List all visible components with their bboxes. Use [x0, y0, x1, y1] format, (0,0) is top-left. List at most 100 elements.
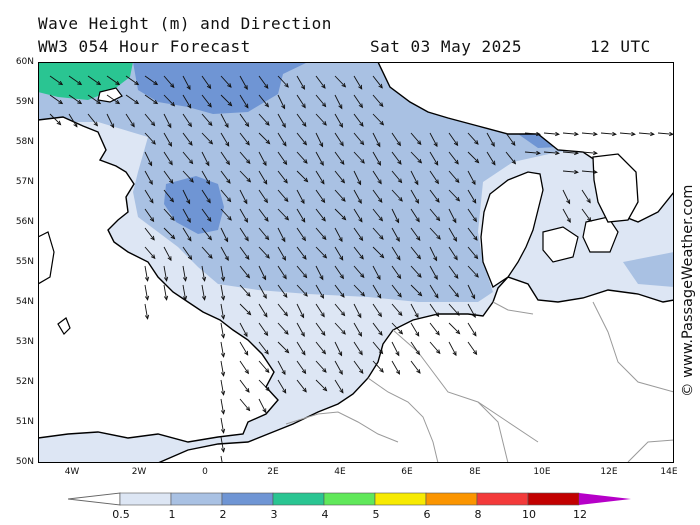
direction-arrow — [467, 189, 477, 204]
direction-arrowhead — [167, 256, 172, 262]
land-continent — [157, 276, 674, 463]
direction-arrow — [334, 94, 343, 109]
direction-arrow — [277, 170, 288, 184]
direction-arrow — [562, 151, 578, 154]
direction-arrow — [277, 246, 286, 261]
direction-arrowhead — [379, 367, 384, 373]
direction-arrowhead — [205, 179, 211, 185]
direction-arrow — [144, 170, 153, 185]
direction-arrowhead — [149, 198, 154, 204]
legend-label-1: 1 — [168, 508, 176, 521]
direction-arrowhead — [339, 388, 344, 394]
direction-arrow — [220, 417, 225, 433]
direction-arrow — [410, 360, 421, 374]
direction-arrowhead — [378, 331, 383, 336]
direction-arrow — [87, 75, 101, 85]
direction-arrowhead — [264, 102, 270, 108]
direction-arrow — [296, 132, 307, 145]
direction-arrowhead — [357, 180, 362, 186]
direction-arrow — [258, 208, 269, 222]
direction-arrow — [220, 322, 225, 338]
direction-arrowhead — [220, 314, 226, 320]
direction-arrow — [163, 151, 173, 165]
direction-arrow — [391, 303, 403, 316]
direction-arrow — [410, 322, 420, 337]
direction-arrow — [353, 151, 365, 164]
direction-arrowhead — [77, 80, 83, 86]
direction-arrow — [562, 208, 571, 223]
direction-arrow — [201, 265, 206, 281]
direction-arrow — [334, 322, 346, 335]
direction-arrowhead — [201, 276, 207, 282]
direction-arrow — [334, 303, 345, 316]
direction-arrow — [448, 322, 460, 334]
direction-arrowhead — [244, 236, 249, 242]
direction-arrowhead — [320, 312, 325, 318]
direction-arrow — [505, 151, 516, 164]
direction-arrow — [220, 94, 232, 106]
direction-arrowhead — [170, 101, 176, 107]
lon-label-0: 0 — [202, 467, 208, 477]
direction-arrowhead — [433, 256, 438, 262]
direction-arrowhead — [471, 313, 476, 319]
direction-arrow — [315, 189, 325, 203]
direction-arrowhead — [416, 236, 421, 241]
direction-arrow — [182, 227, 192, 241]
direction-arrowhead — [189, 177, 194, 183]
direction-arrowhead — [472, 350, 478, 356]
lat-label-55n: 55N — [15, 257, 34, 267]
direction-arrow — [524, 151, 540, 154]
direction-arrowhead — [283, 311, 289, 317]
direction-arrow — [296, 94, 306, 108]
direction-arrow — [258, 398, 267, 413]
direction-arrow — [239, 75, 248, 90]
direction-arrow — [296, 75, 305, 90]
direction-arrow — [467, 170, 476, 185]
direction-arrowhead — [433, 275, 438, 281]
direction-arrow — [391, 151, 402, 165]
direction-arrowhead — [301, 236, 306, 242]
direction-arrow — [277, 284, 288, 298]
direction-arrowhead — [163, 295, 169, 301]
direction-arrowhead — [225, 160, 230, 166]
direction-arrowhead — [281, 255, 287, 261]
direction-arrow — [144, 227, 155, 241]
direction-arrowhead — [339, 255, 344, 261]
direction-arrow — [562, 189, 571, 204]
direction-arrow — [448, 341, 457, 356]
direction-arrowhead — [220, 428, 226, 434]
direction-arrowhead — [320, 179, 325, 185]
direction-arrow — [182, 113, 192, 127]
direction-arrowhead — [148, 180, 153, 186]
direction-arrow — [277, 360, 286, 375]
direction-arrowhead — [435, 330, 440, 336]
legend-label-3: 3 — [270, 508, 278, 521]
direction-arrow — [429, 208, 440, 221]
direction-arrow — [315, 151, 324, 166]
direction-arrowhead — [220, 333, 226, 339]
forecast-model-label: WW3 054 Hour Forecast — [38, 37, 251, 56]
direction-arrowhead — [220, 276, 226, 282]
direction-arrow — [182, 246, 192, 260]
direction-arrowhead — [220, 390, 226, 396]
direction-arrowhead — [379, 102, 384, 108]
direction-arrow — [220, 379, 225, 395]
direction-arrow — [562, 170, 578, 173]
direction-arrowhead — [150, 235, 155, 241]
direction-arrowhead — [201, 295, 207, 301]
legend-swatch-10-12 — [527, 492, 580, 506]
direction-arrowhead — [208, 139, 214, 145]
direction-arrowhead — [281, 237, 286, 243]
direction-arrowhead — [265, 386, 271, 392]
direction-arrowhead — [397, 160, 402, 165]
direction-arrowhead — [245, 255, 250, 260]
direction-arrowhead — [243, 199, 248, 205]
direction-arrowhead — [398, 329, 404, 335]
direction-arrow — [391, 284, 402, 298]
lon-label-12e: 12E — [600, 467, 618, 477]
map-frame — [38, 62, 674, 463]
direction-arrow — [353, 265, 365, 278]
direction-arrow — [296, 246, 307, 260]
direction-arrow — [410, 170, 419, 185]
direction-arrow — [277, 132, 287, 146]
